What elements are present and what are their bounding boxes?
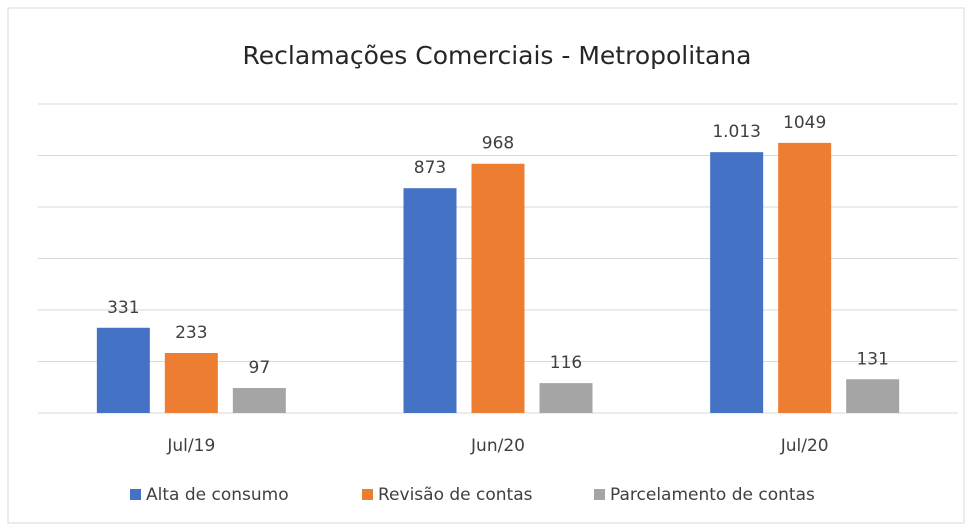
bar	[710, 152, 764, 413]
x-tick-label: Jul/20	[780, 436, 829, 456]
bar	[846, 379, 900, 413]
legend-label: Parcelamento de contas	[610, 485, 815, 505]
bar	[539, 383, 593, 413]
legend-swatch	[130, 489, 141, 500]
data-label: 968	[482, 134, 514, 154]
chart-title: Reclamações Comerciais - Metropolitana	[243, 41, 752, 70]
data-label: 331	[107, 298, 139, 318]
data-label: 1.013	[712, 122, 761, 142]
data-label: 873	[414, 158, 446, 178]
legend-label: Alta de consumo	[146, 485, 289, 505]
bar	[232, 388, 286, 413]
legend-swatch	[362, 489, 373, 500]
data-label: 97	[249, 358, 271, 378]
bar	[164, 353, 218, 413]
data-label: 131	[856, 349, 888, 369]
legend-swatch	[594, 489, 605, 500]
bar	[471, 163, 525, 413]
x-tick-label: Jun/20	[470, 436, 525, 456]
data-label: 1049	[783, 113, 826, 133]
data-label: 233	[175, 323, 207, 343]
legend-label: Revisão de contas	[378, 485, 533, 505]
bar	[778, 142, 832, 413]
data-label: 116	[550, 353, 582, 373]
bar	[403, 188, 457, 413]
x-tick-label: Jul/19	[166, 436, 215, 456]
bar	[96, 327, 150, 413]
